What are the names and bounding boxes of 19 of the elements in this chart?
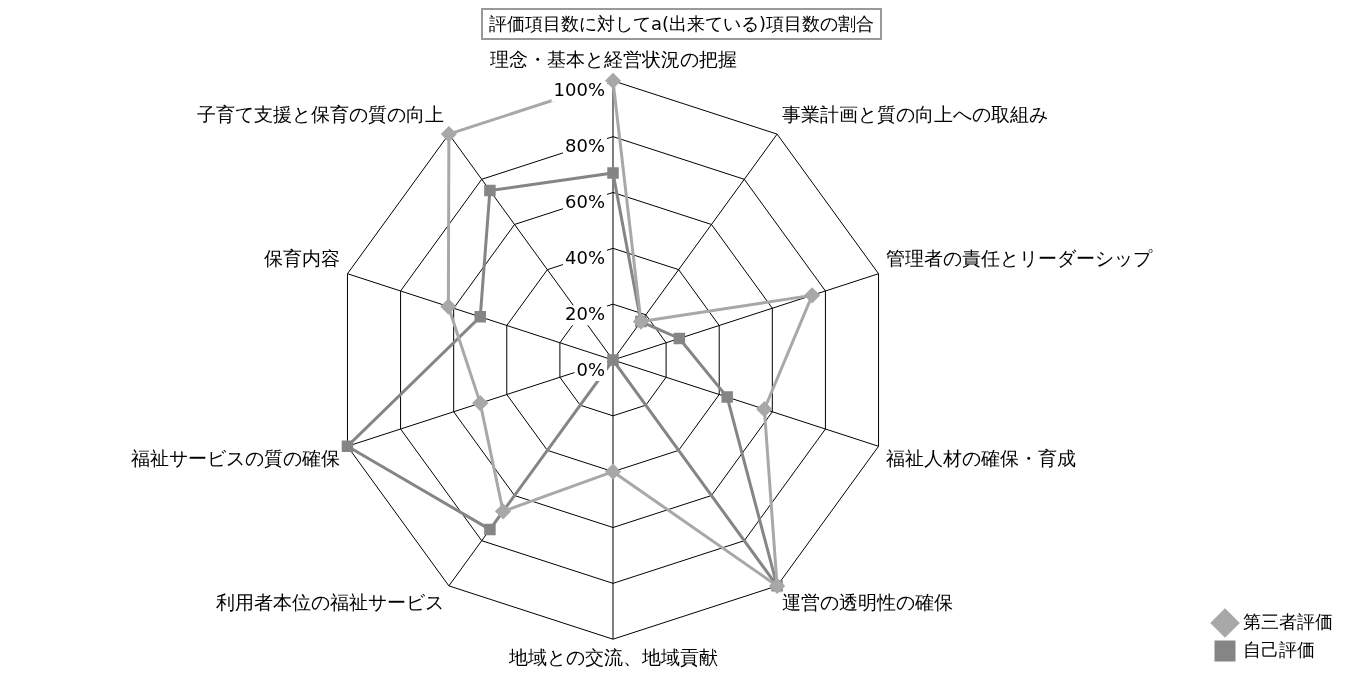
legend-label: 第三者評価	[1243, 610, 1333, 632]
y-tick-label: 0%	[576, 358, 605, 380]
spoke-label: 福祉サービスの質の確保	[130, 447, 340, 470]
spoke-label: 地域との交流、地域貢献	[507, 645, 718, 668]
y-tick-label: 40%	[564, 246, 605, 268]
spoke-label: 福祉人材の確保・育成	[886, 447, 1077, 470]
spoke-label: 管理者の責任とリーダーシップ	[886, 246, 1154, 269]
y-tick-label: 80%	[564, 135, 605, 157]
spoke-label: 理念・基本と経営状況の把握	[489, 48, 737, 71]
spoke-label: 子育て支援と保育の質の向上	[197, 103, 445, 126]
y-tick-label: 100%	[553, 79, 605, 101]
spoke-label: 保育内容	[263, 246, 340, 269]
y-tick-label: 60%	[564, 191, 605, 213]
chart-title: 評価項目数に対してa(出来ている)項目数の割合	[480, 8, 883, 40]
spoke-label: 事業計画と質の向上への取組み	[781, 103, 1048, 126]
y-tick-label: 20%	[564, 302, 605, 324]
legend-label: 自己評価	[1243, 638, 1315, 660]
spoke-label: 利用者本位の福祉サービス	[216, 590, 445, 613]
spoke-label: 運営の透明性の確保	[781, 590, 953, 613]
